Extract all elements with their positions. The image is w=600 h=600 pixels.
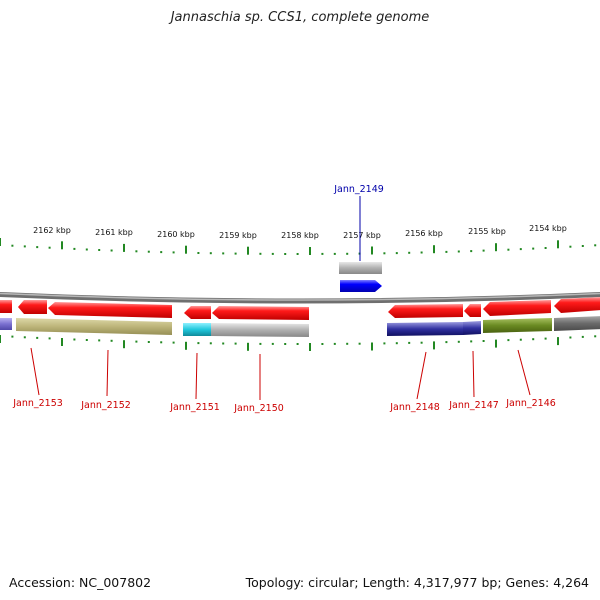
forward-genes [0,297,600,320]
gene-label-jann-2146[interactable]: Jann_2146 [505,398,556,409]
gene-left-edge[interactable] [0,300,12,313]
scale-label: 2160 kbp [157,230,195,239]
gene-label-jann-2152[interactable]: Jann_2152 [80,400,131,411]
gene-jann-2151[interactable] [184,306,211,319]
cog-bar-right-edge [554,316,600,331]
cog-bar-jann-2151 [183,323,211,336]
genome-backbone [0,291,600,304]
cog-bar-jann-2149 [339,262,382,274]
scale-label: 2154 kbp [529,224,567,233]
accession-text: Accession: NC_007802 [9,575,152,590]
gene-jann-2149[interactable] [340,280,382,292]
genome-summary-text: Topology: circular; Length: 4,317,977 bp… [245,575,589,590]
lower-scale-ticks [0,335,597,351]
scale-ticks [0,238,597,255]
scale-label: 2157 kbp [343,231,381,240]
scale-label: 2156 kbp [405,229,443,238]
gene-right-edge[interactable] [554,297,600,313]
gene-jann-2148[interactable] [388,304,463,318]
gene-jann-2147[interactable] [464,304,481,317]
cog-bar-left-edge [0,318,12,330]
gene-label-jann-2148[interactable]: Jann_2148 [389,402,440,413]
cog-bar-jann-2147 [463,321,481,335]
cog-bar-jann-2152 [16,318,172,335]
gene-label-jann-2149[interactable]: Jann_2149 [333,184,384,195]
cog-bars [0,316,600,337]
cog-bar-jann-2146 [483,318,552,333]
scale-label: 2158 kbp [281,231,319,240]
gene-jann-2146[interactable] [483,300,551,316]
gene-label-jann-2151[interactable]: Jann_2151 [169,402,220,413]
scale-label: 2162 kbp [33,226,71,235]
gene-jann-2150[interactable] [212,306,309,320]
scale-label: 2159 kbp [219,231,257,240]
gene-jann-2152[interactable] [48,302,172,318]
gene-jann-2153[interactable] [18,300,47,314]
gene-label-jann-2153[interactable]: Jann_2153 [12,398,63,409]
gene-label-jann-2147[interactable]: Jann_2147 [448,400,499,411]
callout-lines [30,196,531,400]
scale-label: 2155 kbp [468,227,506,236]
map-title: Jannaschia sp. CCS1, complete genome [170,10,430,25]
cog-bar-jann-2150 [211,323,309,337]
scale-label: 2161 kbp [95,228,133,237]
backbone-highlight [0,292,600,301]
cog-bar-jann-2148 [387,322,463,336]
gene-label-jann-2150[interactable]: Jann_2150 [233,403,284,414]
